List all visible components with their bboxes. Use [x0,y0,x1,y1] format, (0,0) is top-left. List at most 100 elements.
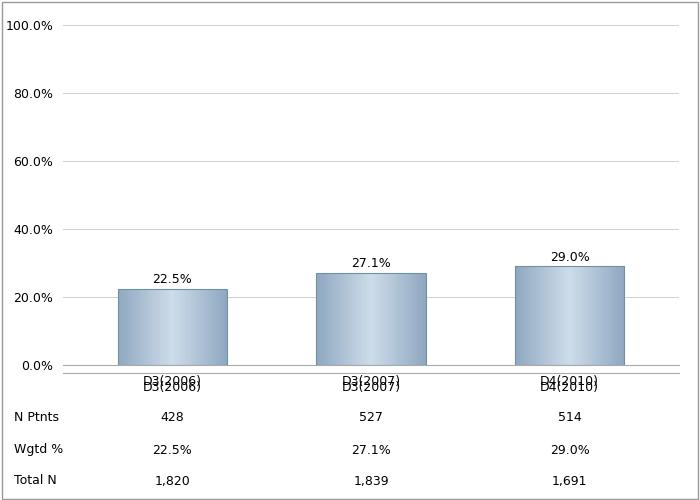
Bar [547,266,548,365]
Bar [538,266,539,365]
Bar [124,288,125,365]
Bar [617,266,618,365]
Bar [387,273,388,365]
Bar [619,266,620,365]
Bar [205,288,206,365]
Bar [402,273,403,365]
Bar [323,273,324,365]
Bar [180,288,181,365]
Bar [123,288,124,365]
Bar [555,266,556,365]
Bar [577,266,578,365]
Bar [596,266,597,365]
Bar [332,273,334,365]
Bar [377,273,379,365]
Bar [524,266,525,365]
Bar [598,266,599,365]
Bar [188,288,189,365]
Bar [148,288,150,365]
Bar [544,266,545,365]
Bar [573,266,575,365]
Bar [620,266,621,365]
Bar [226,288,227,365]
Bar [197,288,198,365]
Bar [419,273,421,365]
Bar [413,273,414,365]
Bar [366,273,368,365]
Bar [346,273,347,365]
Bar [175,288,176,365]
Bar [344,273,346,365]
Bar [597,266,598,365]
Bar [599,266,600,365]
Bar [196,288,197,365]
Bar [154,288,155,365]
Bar [578,266,579,365]
Bar [600,266,601,365]
Bar [414,273,415,365]
Bar [540,266,541,365]
Text: D4(2010): D4(2010) [540,381,599,394]
Bar [320,273,321,365]
Bar [528,266,529,365]
Bar [575,266,576,365]
Bar [354,273,355,365]
Text: D3(2006): D3(2006) [143,381,202,394]
Bar [329,273,330,365]
Bar [604,266,606,365]
Bar [585,266,587,365]
Bar [401,273,402,365]
Bar [382,273,383,365]
Bar [530,266,531,365]
Bar [125,288,126,365]
Bar [189,288,190,365]
Bar [363,273,364,365]
Bar [130,288,131,365]
Bar [121,288,122,365]
Bar [340,273,341,365]
Bar [221,288,223,365]
Bar [353,273,354,365]
Bar [118,288,119,365]
Bar [521,266,522,365]
Bar [184,288,186,365]
Bar [416,273,418,365]
Bar [158,288,159,365]
Bar [588,266,589,365]
Bar [357,273,358,365]
Bar [616,266,617,365]
Bar [558,266,559,365]
Bar [595,266,596,365]
Bar [549,266,550,365]
Bar [178,288,179,365]
Bar [169,288,170,365]
Bar [209,288,211,365]
Text: 1,839: 1,839 [354,474,388,488]
Bar [118,288,120,365]
Bar [421,273,422,365]
Bar [187,288,188,365]
Bar [360,273,361,365]
Bar [589,266,590,365]
Bar [551,266,552,365]
Bar [147,288,148,365]
Bar [570,266,572,365]
Bar [136,288,138,365]
Bar [400,273,401,365]
Bar [407,273,409,365]
Bar [217,288,218,365]
Bar [580,266,582,365]
Bar [621,266,622,365]
Bar [130,288,132,365]
Bar [554,266,555,365]
Bar [362,273,363,365]
Bar [214,288,216,365]
Bar [553,266,554,365]
Bar [133,288,134,365]
Bar [151,288,153,365]
Bar [414,273,416,365]
Bar [601,266,603,365]
Bar [582,266,584,365]
Text: 29.0%: 29.0% [550,250,589,264]
Bar [561,266,563,365]
